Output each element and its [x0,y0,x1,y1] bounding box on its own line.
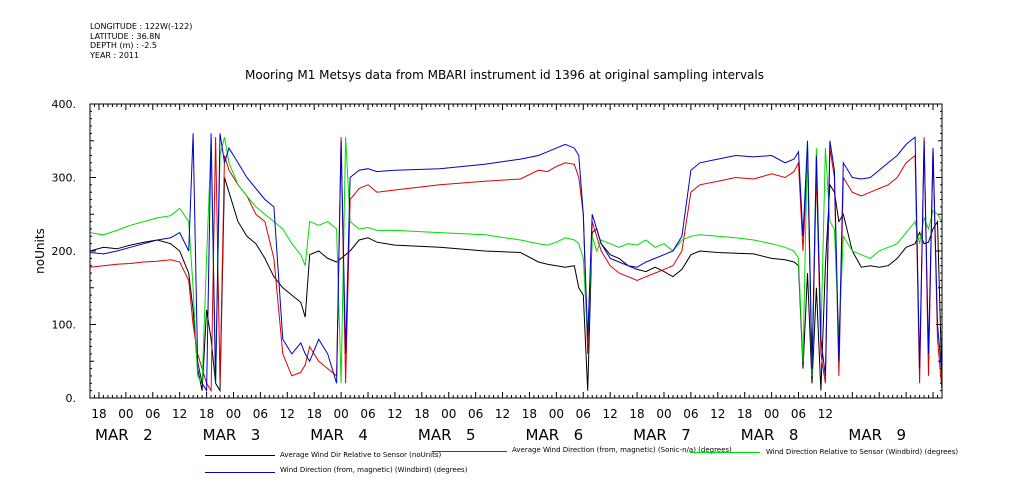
x-day-month: MAR [526,426,560,444]
x-day-number: 4 [358,426,368,444]
y-tick-label: 100. [52,319,77,332]
x-tick-label: 06 [468,407,483,421]
x-tick-label: 12 [495,407,510,421]
x-tick-label: 06 [253,407,268,421]
x-tick-label: 18 [737,407,752,421]
x-tick-label: 12 [603,407,618,421]
x-tick-label: 00 [764,407,779,421]
x-tick-label: 00 [118,407,133,421]
depth-label: DEPTH (m) : -2.5 [90,41,157,50]
x-day-month: MAR [310,426,344,444]
x-tick-label: 00 [656,407,671,421]
x-tick-label: 06 [683,407,698,421]
x-tick-label: 12 [280,407,295,421]
x-day-number: 7 [681,426,691,444]
x-day-month: MAR [848,426,882,444]
x-tick-label: 12 [387,407,402,421]
y-axis-label: noUnits [33,228,47,274]
x-day-month: MAR [203,426,237,444]
x-day-month: MAR [95,426,129,444]
x-day-number: 2 [143,426,153,444]
y-tick-label: 0. [66,392,77,405]
x-day-number: 5 [466,426,476,444]
y-tick-label: 300. [52,172,77,185]
x-day-number: 9 [896,426,906,444]
y-tick-label: 200. [52,245,77,258]
x-day-month: MAR [741,426,775,444]
series-line-3 [90,133,942,393]
year-label: YEAR : 2011 [90,50,140,60]
x-tick-label: 18 [629,407,644,421]
x-tick-label: 00 [226,407,241,421]
x-tick-label: 12 [172,407,187,421]
x-tick-label: 06 [576,407,591,421]
chart-title: Mooring M1 Metsys data from MBARI instru… [245,68,764,82]
metadata-block: LONGITUDE : 122W(-122) LATITUDE : 36.8N DE… [90,22,192,60]
x-day-number: 6 [574,426,584,444]
x-tick-label: 00 [441,407,456,421]
x-tick-label: 06 [360,407,375,421]
x-tick-label: 00 [549,407,564,421]
x-tick-label: 18 [199,407,214,421]
longitude-label: LONGITUDE : 122W(-122) [90,22,193,31]
latitude-label: LATITUDE : 36.8N [90,31,161,41]
y-tick-label: 400. [52,98,77,111]
x-tick-label: 12 [818,407,833,421]
x-tick-label: 18 [91,407,106,421]
x-day-month: MAR [633,426,667,444]
x-tick-label: 00 [333,407,348,421]
x-tick-label: 06 [791,407,806,421]
x-day-number: 3 [251,426,261,444]
x-tick-label: 18 [414,407,429,421]
x-tick-label: 12 [710,407,725,421]
x-tick-label: 18 [522,407,537,421]
x-day-number: 8 [789,426,799,444]
x-day-month: MAR [418,426,452,444]
x-tick-label: 18 [307,407,322,421]
x-tick-label: 06 [145,407,160,421]
